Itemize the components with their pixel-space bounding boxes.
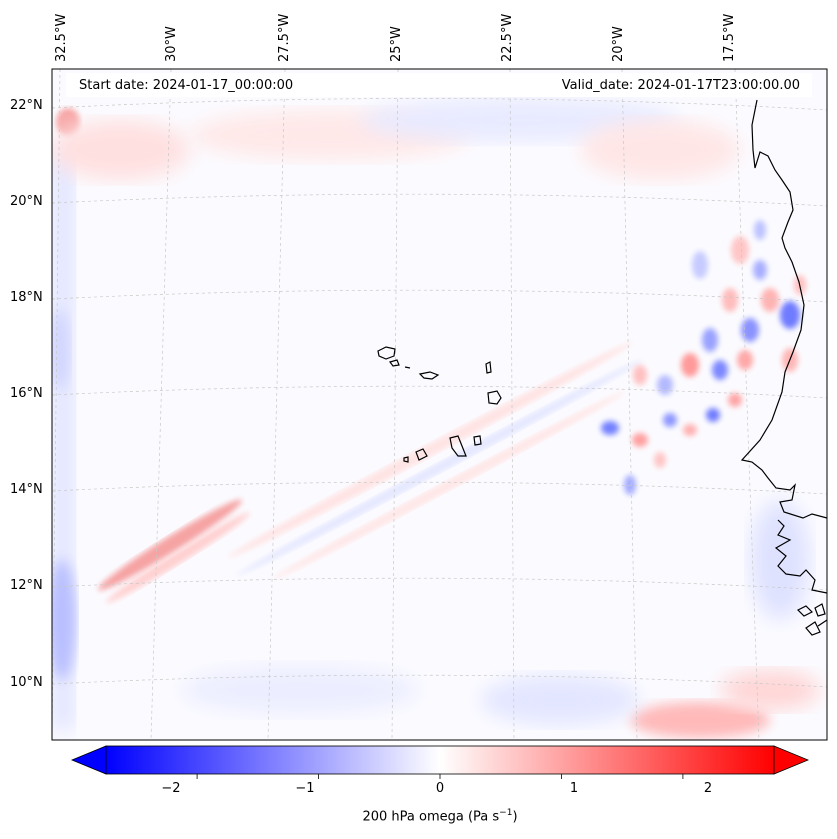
colorbar-extend-low (70, 745, 107, 775)
colorbar-gradient (105, 745, 775, 775)
lon-label: 25°W (389, 26, 404, 62)
colorbar-label-end: ) (512, 809, 518, 825)
colorbar-tick-label: 1 (569, 781, 579, 796)
colorbar-tick-label: 2 (703, 781, 713, 796)
map-background (52, 69, 827, 740)
colorbar-tick-label: −1 (295, 781, 315, 796)
lon-label: 27.5°W (277, 13, 292, 62)
african-coastline (740, 99, 828, 636)
colorbar-label-main: 200 hPa omega (Pa s (362, 809, 500, 825)
cape-verde-islands (377, 346, 502, 463)
lat-label: 16°N (10, 386, 43, 401)
header-box (66, 73, 812, 97)
lon-label: 30°W (164, 26, 179, 62)
colorbar-extend-high (773, 745, 810, 775)
lat-label: 20°N (10, 194, 43, 209)
colorbar-tick-label: 0 (435, 781, 445, 796)
lat-label: 10°N (10, 675, 43, 690)
colorbar-label-sup: −1 (499, 808, 513, 818)
lat-label: 22°N (10, 98, 43, 113)
lon-label: 22.5°W (500, 13, 515, 62)
lat-label: 14°N (10, 482, 43, 497)
lat-label: 18°N (10, 290, 43, 305)
valid-date-label: Valid_date: 2024-01-17T23:00:00.00 (561, 78, 800, 93)
graticule (52, 69, 827, 740)
lon-label: 17.5°W (722, 13, 737, 62)
lon-label: 20°W (611, 26, 626, 62)
colorbar-label: 200 hPa omega (Pa s−1) (0, 808, 837, 824)
colorbar (70, 745, 810, 779)
lat-label: 12°N (10, 578, 43, 593)
colorbar-tick-label: −2 (161, 781, 181, 796)
start-date-label: Start date: 2024-01-17_00:00:00 (79, 78, 294, 93)
omega-field (52, 98, 820, 738)
map-frame (51, 68, 828, 741)
lon-label: 32.5°W (54, 13, 69, 62)
